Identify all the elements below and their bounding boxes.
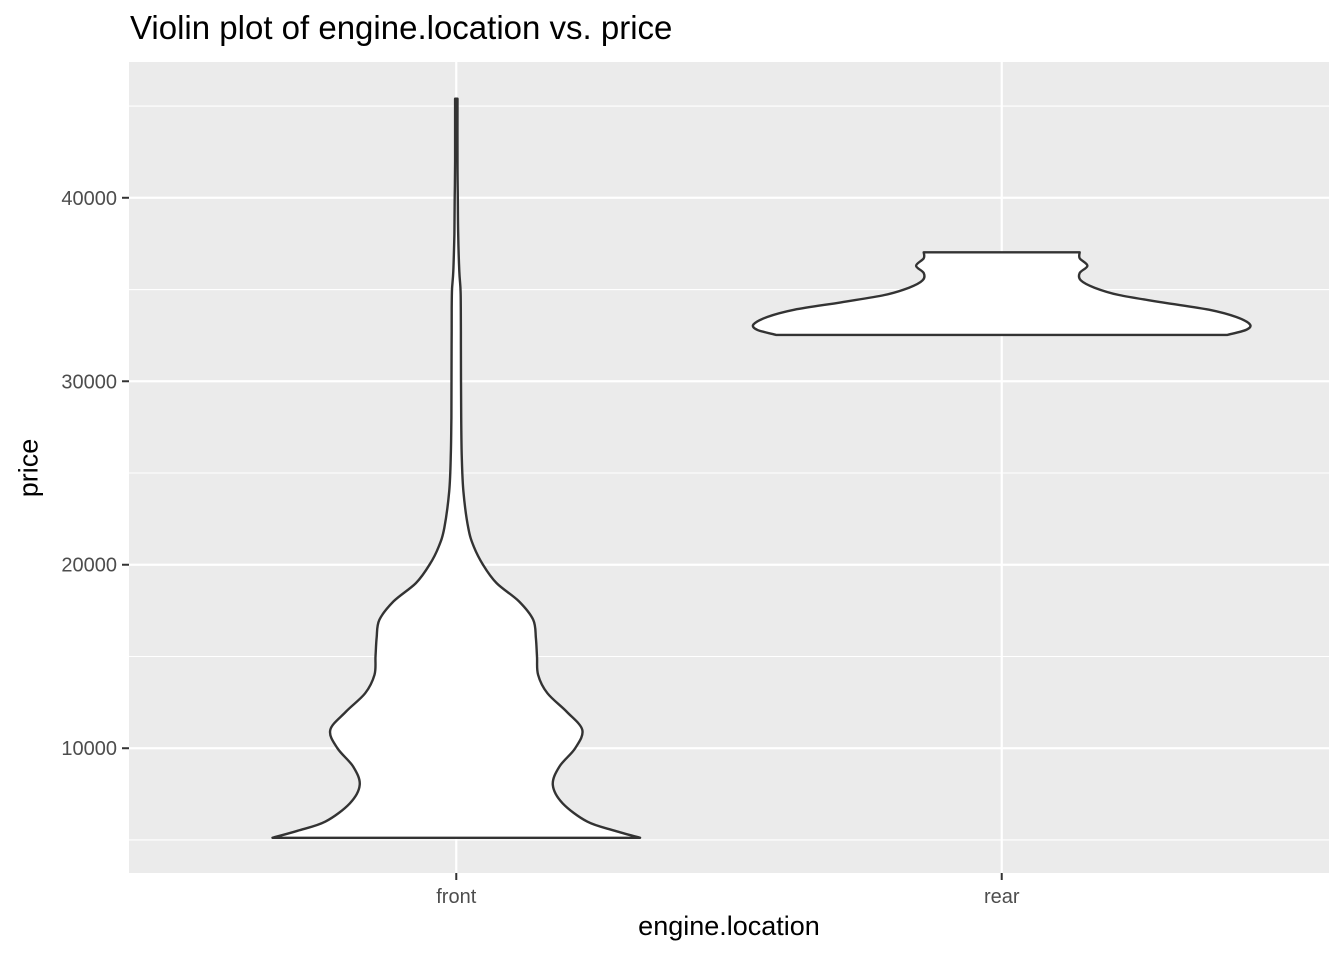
y-tick-label: 40000 <box>61 188 117 210</box>
minor-gridlines <box>129 105 1329 841</box>
y-axis: 10000 20000 30000 40000 <box>61 188 129 760</box>
y-tick-label: 20000 <box>61 555 117 577</box>
violin-front <box>271 97 642 839</box>
x-axis: front rear <box>436 873 1020 908</box>
plot-panel <box>129 62 1329 873</box>
x-tick-label: front <box>436 886 476 908</box>
violin-rear <box>751 251 1252 337</box>
y-tick-label: 10000 <box>61 738 117 760</box>
violin-group <box>271 97 1252 839</box>
chart-title: Violin plot of engine.location vs. price <box>130 9 673 46</box>
y-axis-title: price <box>13 438 44 498</box>
y-tick-label: 30000 <box>61 371 117 393</box>
x-tick-label: rear <box>984 886 1020 908</box>
x-axis-title: engine.location <box>638 911 820 941</box>
